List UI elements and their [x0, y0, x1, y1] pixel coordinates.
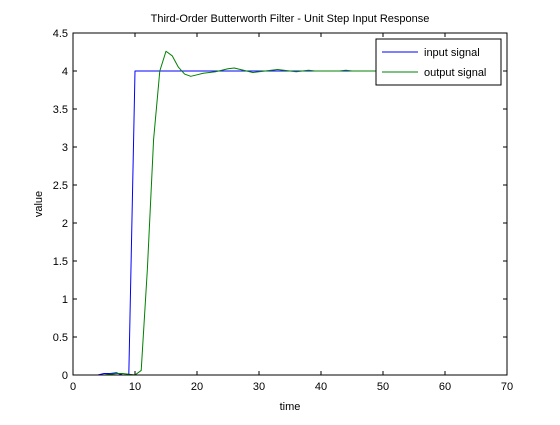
y-tick-label: 3 — [62, 142, 68, 154]
y-tick-label: 3.5 — [53, 104, 68, 116]
y-tick-label: 0 — [62, 370, 68, 382]
legend-label-output-signal: output signal — [424, 67, 486, 79]
x-tick-label: 0 — [70, 381, 76, 393]
y-tick-label: 1.5 — [53, 256, 68, 268]
x-tick-label: 70 — [501, 381, 513, 393]
x-axis-title: time — [280, 401, 301, 413]
x-tick-label: 10 — [129, 381, 141, 393]
x-tick-label: 50 — [377, 381, 389, 393]
series-line-output-signal — [73, 50, 383, 376]
legend-box — [375, 38, 502, 86]
x-tick-label: 60 — [439, 381, 451, 393]
x-tick-label: 30 — [253, 381, 265, 393]
legend: input signal output signal — [375, 38, 502, 86]
y-axis-title: value — [33, 191, 45, 217]
y-tick-label: 1 — [62, 294, 68, 306]
x-tick-label: 40 — [315, 381, 327, 393]
y-tick-label: 4.5 — [53, 28, 68, 40]
plot-area — [73, 33, 507, 375]
axis-ticks: 0 10 20 30 40 50 60 70 0 0.5 1 1.5 2 2.5 3 3.5 4 4.5 — [53, 28, 513, 393]
y-tick-label: 2 — [62, 218, 68, 230]
y-tick-label: 2.5 — [53, 180, 68, 192]
y-tick-label: 0.5 — [53, 332, 68, 344]
x-tick-label: 20 — [191, 381, 203, 393]
legend-label-input-signal: input signal — [424, 47, 480, 59]
chart-title: Third-Order Butterworth Filter - Unit St… — [151, 13, 430, 25]
y-tick-label: 4 — [62, 66, 68, 78]
plot-frame — [72, 32, 508, 376]
